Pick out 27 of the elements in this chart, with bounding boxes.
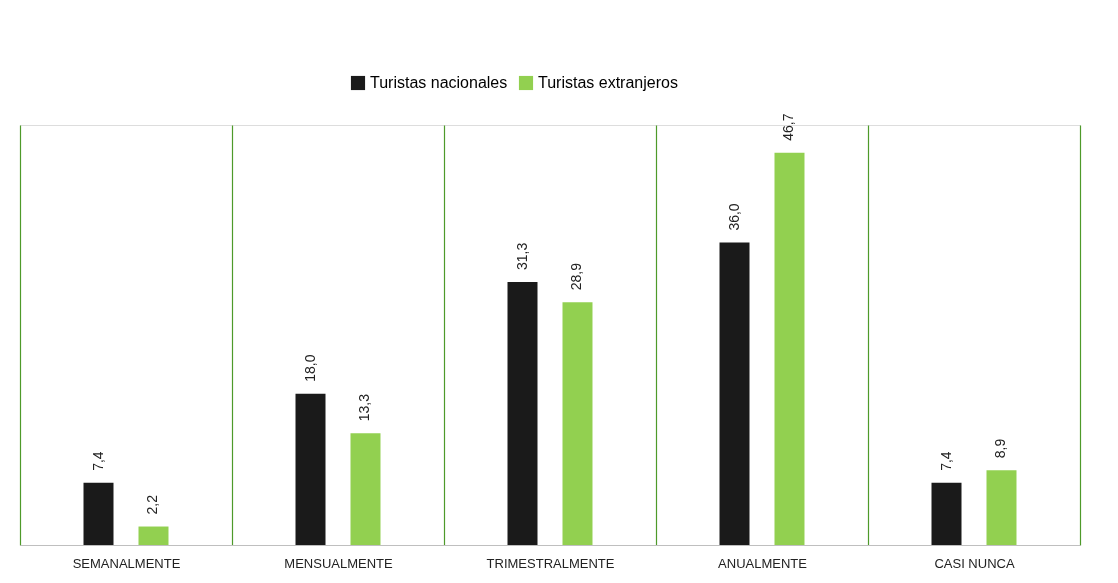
bar bbox=[507, 282, 538, 545]
data-label: 7,4 bbox=[937, 451, 954, 471]
data-label: 28,9 bbox=[568, 262, 585, 291]
data-label: 2,2 bbox=[144, 494, 161, 515]
data-label: 46,7 bbox=[780, 113, 797, 141]
x-tick-label: MENSUALMENTE bbox=[284, 555, 393, 571]
data-label: 13,3 bbox=[356, 393, 373, 422]
data-label: 36,0 bbox=[725, 203, 742, 231]
x-tick-label: CASI NUNCA bbox=[934, 555, 1015, 571]
data-label: 8,9 bbox=[992, 438, 1009, 459]
bar bbox=[138, 526, 169, 545]
bar bbox=[719, 242, 750, 545]
data-label: 31,3 bbox=[513, 242, 530, 271]
data-label: 7,4 bbox=[89, 451, 106, 471]
bar bbox=[774, 152, 805, 545]
bar bbox=[562, 302, 593, 545]
bar bbox=[350, 433, 381, 545]
legend-label: Turistas extranjeros bbox=[538, 74, 678, 91]
data-label: 18,0 bbox=[301, 354, 318, 382]
bar bbox=[931, 482, 962, 545]
x-tick-label: SEMANALMENTE bbox=[72, 555, 181, 571]
x-tick-label: TRIMESTRALMENTE bbox=[486, 555, 615, 571]
bar bbox=[986, 470, 1017, 545]
x-tick-label: ANUALMENTE bbox=[718, 555, 808, 571]
bar bbox=[83, 482, 114, 545]
bar bbox=[295, 393, 326, 545]
legend-label: Turistas nacionales bbox=[370, 74, 508, 91]
